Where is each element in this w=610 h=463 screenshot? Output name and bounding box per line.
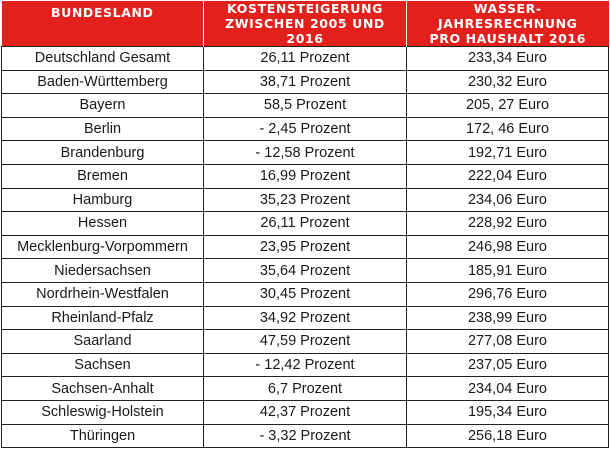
kostensteigerung-cell: 30,45 Prozent [203, 281, 407, 307]
jahresrechnung-cell: 234,04 Euro [406, 376, 609, 401]
header-kostensteigerung: KOSTENSTEIGERUNG ZWISCHEN 2005 UND 2016 [203, 1, 407, 47]
kostensteigerung-cell: 26,11 Prozent [203, 211, 407, 236]
table-row: Hessen 26,11 Prozent 228,92 Euro [1, 211, 609, 236]
bundesland-cell: Bremen [1, 163, 204, 189]
jahresrechnung-cell: 185,91 Euro [406, 258, 609, 283]
jahresrechnung-cell: 222,04 Euro [406, 163, 609, 189]
kostensteigerung-cell: 42,37 Prozent [203, 399, 407, 425]
water-cost-table: BUNDESLAND KOSTENSTEIGERUNG ZWISCHEN 200… [1, 1, 609, 449]
jahresrechnung-cell: 238,99 Euro [406, 305, 609, 331]
jahresrechnung-cell: 228,92 Euro [406, 211, 609, 236]
jahresrechnung-cell: 195,34 Euro [406, 399, 609, 425]
bundesland-cell: Sachsen [1, 352, 204, 378]
jahresrechnung-cell: 237,05 Euro [406, 352, 609, 378]
jahresrechnung-cell: 246,98 Euro [406, 234, 609, 260]
kostensteigerung-cell: 58,5 Prozent [203, 93, 407, 118]
jahresrechnung-cell: 296,76 Euro [406, 281, 609, 307]
header-jahresrechnung: WASSER-JAHRESRECHNUNG PRO HAUSHALT 2016 [406, 1, 609, 47]
jahresrechnung-cell: 205, 27 Euro [406, 93, 609, 118]
kostensteigerung-cell: 23,95 Prozent [203, 234, 407, 260]
header-jahresrechnung-line-1: WASSER-JAHRESRECHNUNG [438, 1, 578, 31]
bundesland-cell: Rheinland-Pfalz [1, 305, 204, 331]
kostensteigerung-cell: 35,64 Prozent [203, 258, 407, 283]
kostensteigerung-cell: - 12,42 Prozent [203, 352, 407, 378]
jahresrechnung-cell: 172, 46 Euro [406, 116, 609, 142]
bundesland-cell: Baden-Württemberg [1, 69, 204, 95]
table-row: Nordrhein-Westfalen 30,45 Prozent 296,76 E… [1, 281, 609, 307]
kostensteigerung-cell: 26,11 Prozent [203, 46, 407, 71]
jahresrechnung-cell: 233,34 Euro [406, 46, 609, 71]
bundesland-cell: Berlin [1, 116, 204, 142]
kostensteigerung-cell: - 3,32 Prozent [203, 423, 407, 449]
bundesland-cell: Sachsen-Anhalt [1, 376, 204, 401]
kostensteigerung-cell: 16,99 Prozent [203, 163, 407, 189]
bundesland-cell: Deutschland Gesamt [1, 46, 204, 71]
table-row: Deutschland Gesamt 26,11 Prozent 233,34 Eu… [1, 46, 609, 71]
table-row: Thüringen - 3,32 Prozent 256,18 Euro [1, 423, 609, 449]
kostensteigerung-cell: 6,7 Prozent [203, 376, 407, 401]
bundesland-cell: Niedersachsen [1, 258, 204, 283]
header-bundesland-line-1: BUNDESLAND [50, 5, 154, 20]
kostensteigerung-cell: 47,59 Prozent [203, 329, 407, 354]
table-row: Schleswig-Holstein 42,37 Prozent 195,34 Eu… [1, 399, 609, 425]
header-bundesland: BUNDESLAND [1, 1, 204, 47]
table-row: Niedersachsen 35,64 Prozent 185,91 Euro [1, 258, 609, 283]
table-row: Saarland 47,59 Prozent 277,08 Euro [1, 329, 609, 354]
jahresrechnung-cell: 230,32 Euro [406, 69, 609, 95]
bundesland-cell: Hessen [1, 211, 204, 236]
kostensteigerung-cell: 38,71 Prozent [203, 69, 407, 95]
table-row: Bayern 58,5 Prozent 205, 27 Euro [1, 93, 609, 118]
table-row: Brandenburg - 12,58 Prozent 192,71 Euro [1, 140, 609, 165]
table-row: Rheinland-Pfalz 34,92 Prozent 238,99 Euro [1, 305, 609, 331]
bundesland-cell: Thüringen [1, 423, 204, 449]
table-row: Mecklenburg-Vorpommern 23,95 Prozent 246,9… [1, 234, 609, 260]
table-row: Sachsen - 12,42 Prozent 237,05 Euro [1, 352, 609, 378]
table-header-row: BUNDESLAND KOSTENSTEIGERUNG ZWISCHEN 200… [1, 1, 609, 47]
kostensteigerung-cell: 34,92 Prozent [203, 305, 407, 331]
table-row: Bremen 16,99 Prozent 222,04 Euro [1, 163, 609, 189]
table-body: Deutschland Gesamt 26,11 Prozent 233,34 Eu… [1, 46, 609, 449]
header-jahresrechnung-line-2: PRO HAUSHALT 2016 [429, 31, 587, 46]
header-kostensteigerung-line-1: KOSTENSTEIGERUNG [227, 1, 383, 16]
kostensteigerung-cell: 35,23 Prozent [203, 187, 407, 213]
bundesland-cell: Bayern [1, 93, 204, 118]
jahresrechnung-cell: 192,71 Euro [406, 140, 609, 165]
bundesland-cell: Saarland [1, 329, 204, 354]
bundesland-cell: Schleswig-Holstein [1, 399, 204, 425]
kostensteigerung-cell: - 2,45 Prozent [203, 116, 407, 142]
table-row: Baden-Württemberg 38,71 Prozent 230,32 Eur… [1, 69, 609, 95]
header-kostensteigerung-line-2: ZWISCHEN 2005 UND 2016 [225, 16, 385, 46]
jahresrechnung-cell: 234,06 Euro [406, 187, 609, 213]
table-row: Berlin - 2,45 Prozent 172, 46 Euro [1, 116, 609, 142]
bundesland-cell: Brandenburg [1, 140, 204, 165]
bundesland-cell: Mecklenburg-Vorpommern [1, 234, 204, 260]
table-row: Sachsen-Anhalt 6,7 Prozent 234,04 Euro [1, 376, 609, 401]
jahresrechnung-cell: 256,18 Euro [406, 423, 609, 449]
table-row: Hamburg 35,23 Prozent 234,06 Euro [1, 187, 609, 213]
jahresrechnung-cell: 277,08 Euro [406, 329, 609, 354]
bundesland-cell: Nordrhein-Westfalen [1, 281, 204, 307]
bundesland-cell: Hamburg [1, 187, 204, 213]
kostensteigerung-cell: - 12,58 Prozent [203, 140, 407, 165]
